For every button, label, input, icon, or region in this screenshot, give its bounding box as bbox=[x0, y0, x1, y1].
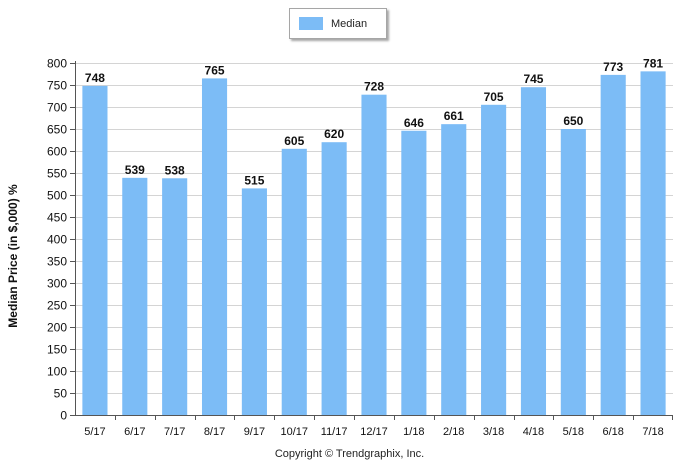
legend-label: Median bbox=[331, 17, 368, 30]
y-tick-label: 150 bbox=[47, 343, 67, 357]
bar bbox=[201, 78, 228, 416]
bar bbox=[162, 178, 188, 415]
y-tick-label: 750 bbox=[47, 79, 67, 93]
bar-value-label: 661 bbox=[444, 109, 464, 123]
bar bbox=[122, 177, 148, 415]
x-tick-label: 3/18 bbox=[483, 426, 504, 438]
bar-value-label: 620 bbox=[324, 127, 344, 141]
bar bbox=[321, 142, 347, 415]
x-tick-label: 2/18 bbox=[443, 426, 464, 438]
x-tick-label: 6/18 bbox=[602, 426, 623, 438]
x-tick-label: 11/17 bbox=[321, 426, 348, 438]
y-tick-label: 600 bbox=[47, 145, 67, 159]
bar-value-label: 515 bbox=[244, 173, 264, 187]
bar bbox=[82, 85, 108, 415]
y-tick-label: 50 bbox=[54, 387, 68, 401]
x-tick-label: 4/18 bbox=[523, 426, 544, 438]
y-tick-label: 100 bbox=[47, 365, 67, 379]
y-tick-label: 550 bbox=[47, 167, 67, 181]
x-tick-label: 6/17 bbox=[124, 426, 145, 438]
y-tick-label: 300 bbox=[47, 277, 67, 291]
x-tick-label: 9/17 bbox=[244, 426, 265, 438]
x-tick-label: 7/17 bbox=[164, 426, 185, 438]
bar bbox=[520, 87, 547, 415]
bar bbox=[361, 94, 387, 416]
y-tick-label: 800 bbox=[47, 57, 67, 71]
bar bbox=[241, 188, 267, 415]
bar-value-label: 745 bbox=[523, 72, 543, 86]
bar-value-label: 765 bbox=[205, 63, 225, 77]
bar-value-label: 646 bbox=[404, 116, 424, 130]
bar-value-label: 538 bbox=[165, 163, 185, 177]
x-tick-label: 8/17 bbox=[204, 426, 225, 438]
copyright-text: Copyright © Trendgraphix, Inc. bbox=[274, 448, 425, 460]
bar bbox=[640, 71, 666, 416]
x-tick-label: 5/18 bbox=[563, 426, 584, 438]
y-tick-label: 400 bbox=[47, 233, 67, 247]
x-tick-label: 1/18 bbox=[403, 426, 424, 438]
y-tick-label: 0 bbox=[60, 409, 67, 423]
bar bbox=[441, 124, 467, 415]
legend-swatch bbox=[299, 17, 323, 30]
x-tick-label: 5/17 bbox=[84, 426, 105, 438]
bar bbox=[600, 74, 626, 415]
y-tick-label: 450 bbox=[47, 211, 67, 225]
bar-value-label: 773 bbox=[603, 60, 623, 74]
y-tick-label: 250 bbox=[47, 299, 67, 313]
x-tick-label: 10/17 bbox=[281, 426, 309, 438]
bar-value-label: 705 bbox=[484, 90, 504, 104]
bar-value-label: 650 bbox=[563, 114, 583, 128]
bar bbox=[281, 148, 307, 416]
y-tick-label: 700 bbox=[47, 101, 67, 115]
y-tick-label: 500 bbox=[47, 189, 67, 203]
x-tick-label: 7/18 bbox=[642, 426, 663, 438]
bar-value-label: 748 bbox=[85, 71, 105, 85]
bar bbox=[560, 129, 586, 415]
bar bbox=[481, 104, 507, 416]
x-tick-label: 12/17 bbox=[360, 426, 388, 438]
y-tick-label: 650 bbox=[47, 123, 67, 137]
y-tick-label: 350 bbox=[47, 255, 67, 269]
bar-value-label: 728 bbox=[364, 80, 384, 94]
bar-value-label: 781 bbox=[643, 56, 663, 70]
legend: Median bbox=[289, 8, 387, 39]
y-tick-label: 200 bbox=[47, 321, 67, 335]
bar bbox=[401, 130, 427, 415]
bar-value-label: 605 bbox=[284, 134, 304, 148]
bar-value-label: 539 bbox=[125, 163, 145, 177]
